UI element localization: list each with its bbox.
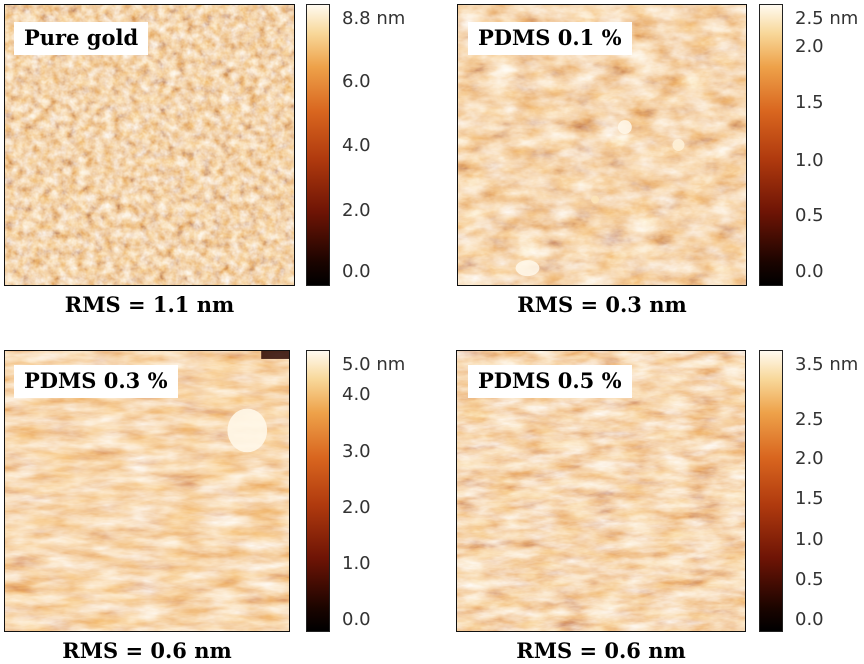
color-scale-tick: 0.0 <box>342 261 371 282</box>
color-scale-tick: 1.5 <box>795 92 824 113</box>
color-scale-tick: 1.0 <box>342 553 371 574</box>
color-scale-tick: 6.0 <box>342 71 371 92</box>
color-scale-tick: 4.0 <box>342 384 371 405</box>
color-scale-tick: 2.0 <box>795 448 824 469</box>
color-scale-tick: 2.0 <box>342 200 371 221</box>
color-scale-tick: 5.0 nm <box>342 354 406 375</box>
color-scale-bar <box>306 4 330 286</box>
color-scale-bar <box>759 4 783 286</box>
color-scale-bar <box>759 350 783 632</box>
rms-label: RMS = 0.3 nm <box>517 292 687 317</box>
rms-label: RMS = 1.1 nm <box>64 292 235 317</box>
color-scale-tick: 0.0 <box>795 609 824 630</box>
color-scale-tick: 3.0 <box>342 441 371 462</box>
color-scale-tick: 2.0 <box>342 497 371 518</box>
color-scale-tick: 0.5 <box>795 569 824 590</box>
color-scale-tick: 1.5 <box>795 488 824 509</box>
panel-label: PDMS 0.5 % <box>468 365 632 399</box>
rms-label: RMS = 0.6 nm <box>516 638 686 663</box>
color-scale-tick: 2.5 <box>795 409 824 430</box>
panel-label: PDMS 0.3 % <box>14 365 178 399</box>
color-scale-tick: 2.5 nm <box>795 8 859 29</box>
color-scale-tick: 0.0 <box>795 261 824 282</box>
color-scale-tick: 0.5 <box>795 205 824 226</box>
color-scale-tick: 0.0 <box>342 609 371 630</box>
color-scale-tick: 8.8 nm <box>342 8 406 29</box>
panel-label: Pure gold <box>14 22 149 56</box>
panel-label: PDMS 0.1 % <box>468 22 632 56</box>
color-scale-tick: 2.0 <box>795 36 824 57</box>
rms-label: RMS = 0.6 nm <box>62 638 232 663</box>
color-scale-tick: 1.0 <box>795 150 824 171</box>
color-scale-tick: 1.0 <box>795 529 824 550</box>
color-scale-tick: 3.5 nm <box>795 354 859 375</box>
color-scale-bar <box>306 350 330 632</box>
color-scale-tick: 4.0 <box>342 135 371 156</box>
